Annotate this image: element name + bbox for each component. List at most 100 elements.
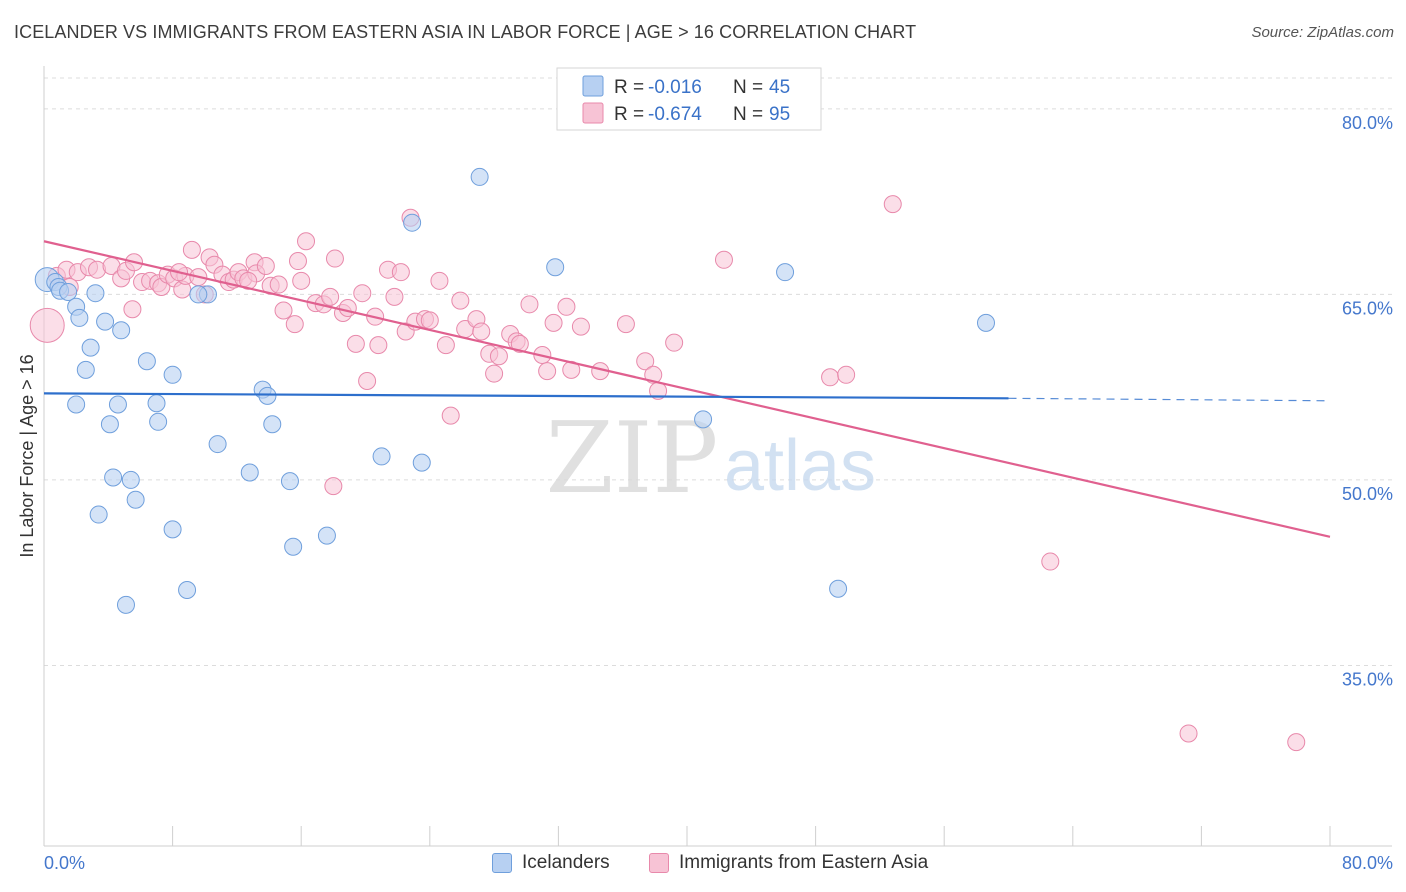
point-icelanders-24 <box>412 453 431 472</box>
trendline-icelanders-extension <box>1008 397 1331 402</box>
point-immigrants-92 <box>239 271 258 290</box>
point-immigrants-72 <box>538 362 557 381</box>
legend-swatch-icelanders-bottom <box>492 853 512 873</box>
y-tick-label-0: 80.0% <box>1342 113 1393 133</box>
point-immigrants-42 <box>325 249 344 268</box>
point-immigrants-49 <box>369 336 388 355</box>
point-immigrants-46 <box>353 284 372 303</box>
point-icelanders-28 <box>280 472 299 491</box>
point-immigrants-37 <box>292 271 311 290</box>
point-icelanders-29 <box>126 490 145 509</box>
point-icelanders-8 <box>96 312 115 331</box>
point-icelanders-30 <box>89 505 108 524</box>
watermark-atlas: atlas <box>724 426 876 506</box>
point-icelanders-18 <box>147 394 166 413</box>
legend-r-label-1: R = <box>614 77 644 98</box>
point-icelanders-16 <box>67 395 86 414</box>
source-credit: Source: ZipAtlas.com <box>1251 24 1394 41</box>
point-immigrants-35 <box>274 301 293 320</box>
point-immigrants-20 <box>182 240 201 259</box>
point-immigrants-93 <box>288 252 307 271</box>
y-tick-label-3: 35.0% <box>1342 669 1393 689</box>
point-immigrants-57 <box>430 271 449 290</box>
point-icelanders-11 <box>137 352 156 371</box>
point-icelanders-21 <box>263 415 282 434</box>
legend-bottom: Icelanders Immigrants from Eastern Asia <box>0 852 1406 878</box>
gridlines <box>44 77 1392 666</box>
point-icelanders-9 <box>112 321 131 340</box>
y-tick-label-1: 65.0% <box>1342 298 1393 318</box>
point-icelanders-25 <box>104 468 123 487</box>
point-immigrants-44 <box>338 299 357 318</box>
legend-r-label-2: R = <box>614 104 644 125</box>
chart-title: ICELANDER VS IMMIGRANTS FROM EASTERN ASI… <box>14 22 917 42</box>
watermark-zip: ZIP <box>546 402 719 516</box>
point-immigrants-59 <box>441 406 460 425</box>
point-icelanders-7 <box>70 308 89 327</box>
point-icelanders-42 <box>829 579 848 598</box>
point-icelanders-23 <box>372 447 391 466</box>
point-immigrants-70 <box>520 295 539 314</box>
y-tick-label-2: 50.0% <box>1342 484 1393 504</box>
point-immigrants-84 <box>821 368 840 387</box>
legend-swatch-immigrants <box>582 102 604 124</box>
point-immigrants-36 <box>285 315 304 334</box>
point-immigrants-66 <box>489 347 508 366</box>
point-icelanders-12 <box>163 365 182 384</box>
tick-labels: 80.0% 65.0% 50.0% 35.0% 0.0% 80.0% <box>44 113 1393 873</box>
point-immigrants-74 <box>557 297 576 316</box>
point-immigrants-85 <box>837 365 856 384</box>
point-immigrants-60 <box>451 291 470 310</box>
point-icelanders-4 <box>59 282 78 301</box>
point-immigrants-78 <box>616 315 635 334</box>
point-immigrants-86 <box>324 477 343 496</box>
trendline-icelanders <box>43 392 1009 400</box>
point-icelanders-32 <box>317 526 336 545</box>
point-immigrants-65 <box>485 364 504 383</box>
point-immigrants-76 <box>571 317 590 336</box>
point-icelanders-34 <box>178 581 197 599</box>
point-icelanders-44 <box>189 285 208 304</box>
point-icelanders-38 <box>546 258 565 277</box>
point-icelanders-35 <box>116 595 135 614</box>
legend-n-value-2: 95 <box>769 104 790 125</box>
point-immigrants-41 <box>321 287 340 306</box>
legend-label-immigrants: Immigrants from Eastern Asia <box>679 852 929 873</box>
point-icelanders-17 <box>108 395 127 414</box>
point-icelanders-10 <box>81 338 100 357</box>
point-immigrants-0 <box>29 307 65 343</box>
point-immigrants-89 <box>1179 724 1198 743</box>
legend-item-icelanders[interactable]: Icelanders <box>492 852 610 874</box>
point-icelanders-39 <box>776 263 795 282</box>
point-icelanders-41 <box>694 410 713 429</box>
point-immigrants-90 <box>1287 733 1306 752</box>
legend-label-icelanders: Icelanders <box>522 852 610 873</box>
point-immigrants-83 <box>714 250 733 269</box>
point-icelanders-20 <box>149 412 168 431</box>
point-icelanders-22 <box>208 435 227 454</box>
point-icelanders-31 <box>163 520 182 539</box>
point-immigrants-11 <box>123 300 142 319</box>
point-icelanders-6 <box>86 284 105 303</box>
x-tick-label-1: 80.0% <box>1342 853 1393 873</box>
watermark: ZIP atlas <box>546 402 876 516</box>
point-immigrants-88 <box>1041 552 1060 571</box>
trendline-immigrants <box>43 240 1331 538</box>
point-immigrants-47 <box>358 371 377 390</box>
point-icelanders-33 <box>284 537 303 556</box>
point-immigrants-82 <box>665 333 684 352</box>
point-immigrants-38 <box>297 232 316 251</box>
point-immigrants-87 <box>883 195 902 214</box>
legend-r-value-2: -0.674 <box>648 104 702 125</box>
point-icelanders-40 <box>976 313 995 332</box>
legend-top: R = -0.016 N = 45 R = -0.674 N = 95 <box>556 67 822 131</box>
point-immigrants-51 <box>385 287 404 306</box>
point-icelanders-15 <box>258 386 277 405</box>
legend-item-immigrants[interactable]: Immigrants from Eastern Asia <box>649 852 928 874</box>
x-tick-label-0: 0.0% <box>44 853 85 873</box>
trendlines <box>43 240 1331 538</box>
point-immigrants-79 <box>636 352 655 371</box>
legend-n-value-1: 45 <box>769 77 790 98</box>
series-immigrants <box>29 195 1306 752</box>
